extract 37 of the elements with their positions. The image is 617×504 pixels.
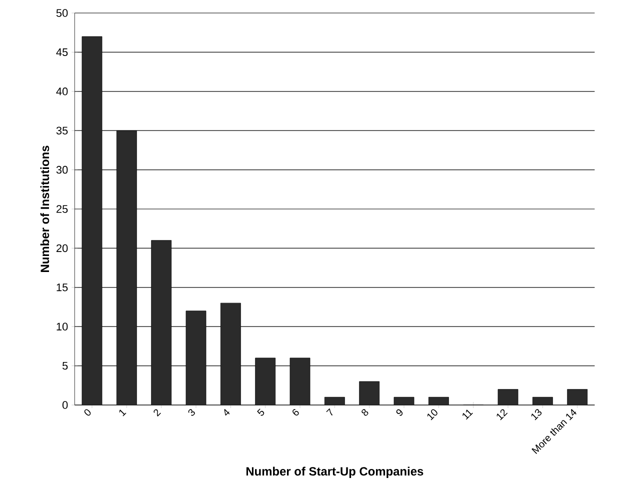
x-tick-label: 4 <box>224 408 230 416</box>
bar <box>186 310 206 405</box>
bar <box>116 130 137 405</box>
y-tick-label: 30 <box>56 166 68 174</box>
bar <box>151 240 172 405</box>
y-tick-label: 5 <box>62 362 68 370</box>
x-tick-label: 11 <box>462 410 473 420</box>
x-tick-label: 10 <box>427 409 438 420</box>
y-tick-label: 45 <box>56 48 68 56</box>
y-tick-label: 15 <box>56 284 68 292</box>
y-tick-label: 10 <box>56 322 68 330</box>
x-tick-label: 0 <box>84 409 91 416</box>
x-tick-label: 1 <box>119 410 126 416</box>
x-tick-label: 9 <box>396 409 403 416</box>
bar <box>567 389 588 405</box>
bar <box>220 302 241 405</box>
bar <box>82 36 102 405</box>
x-axis-title: Number of Start-Up Companies <box>246 466 424 478</box>
bar <box>359 381 380 405</box>
x-tick-label: 7 <box>326 408 333 416</box>
bar <box>290 358 310 405</box>
y-tick-label: 25 <box>56 205 68 213</box>
y-tick-label: 35 <box>56 126 68 134</box>
x-tick-label: 13 <box>531 409 542 420</box>
x-tick-label: 3 <box>188 409 195 416</box>
x-tick-label: 8 <box>362 409 368 416</box>
x-tick-label: 2 <box>154 409 161 417</box>
x-tick-label: 12 <box>496 409 508 420</box>
x-tick-label: 5 <box>257 408 264 416</box>
bar <box>498 389 518 405</box>
y-tick-label: 50 <box>56 9 68 17</box>
y-tick-label: 0 <box>62 401 68 409</box>
x-tick-label: 6 <box>292 409 299 416</box>
y-axis-title: Number of Institutions <box>40 146 50 272</box>
y-tick-label: 40 <box>56 88 68 96</box>
bar <box>255 358 276 405</box>
y-tick-label: 20 <box>56 244 68 252</box>
